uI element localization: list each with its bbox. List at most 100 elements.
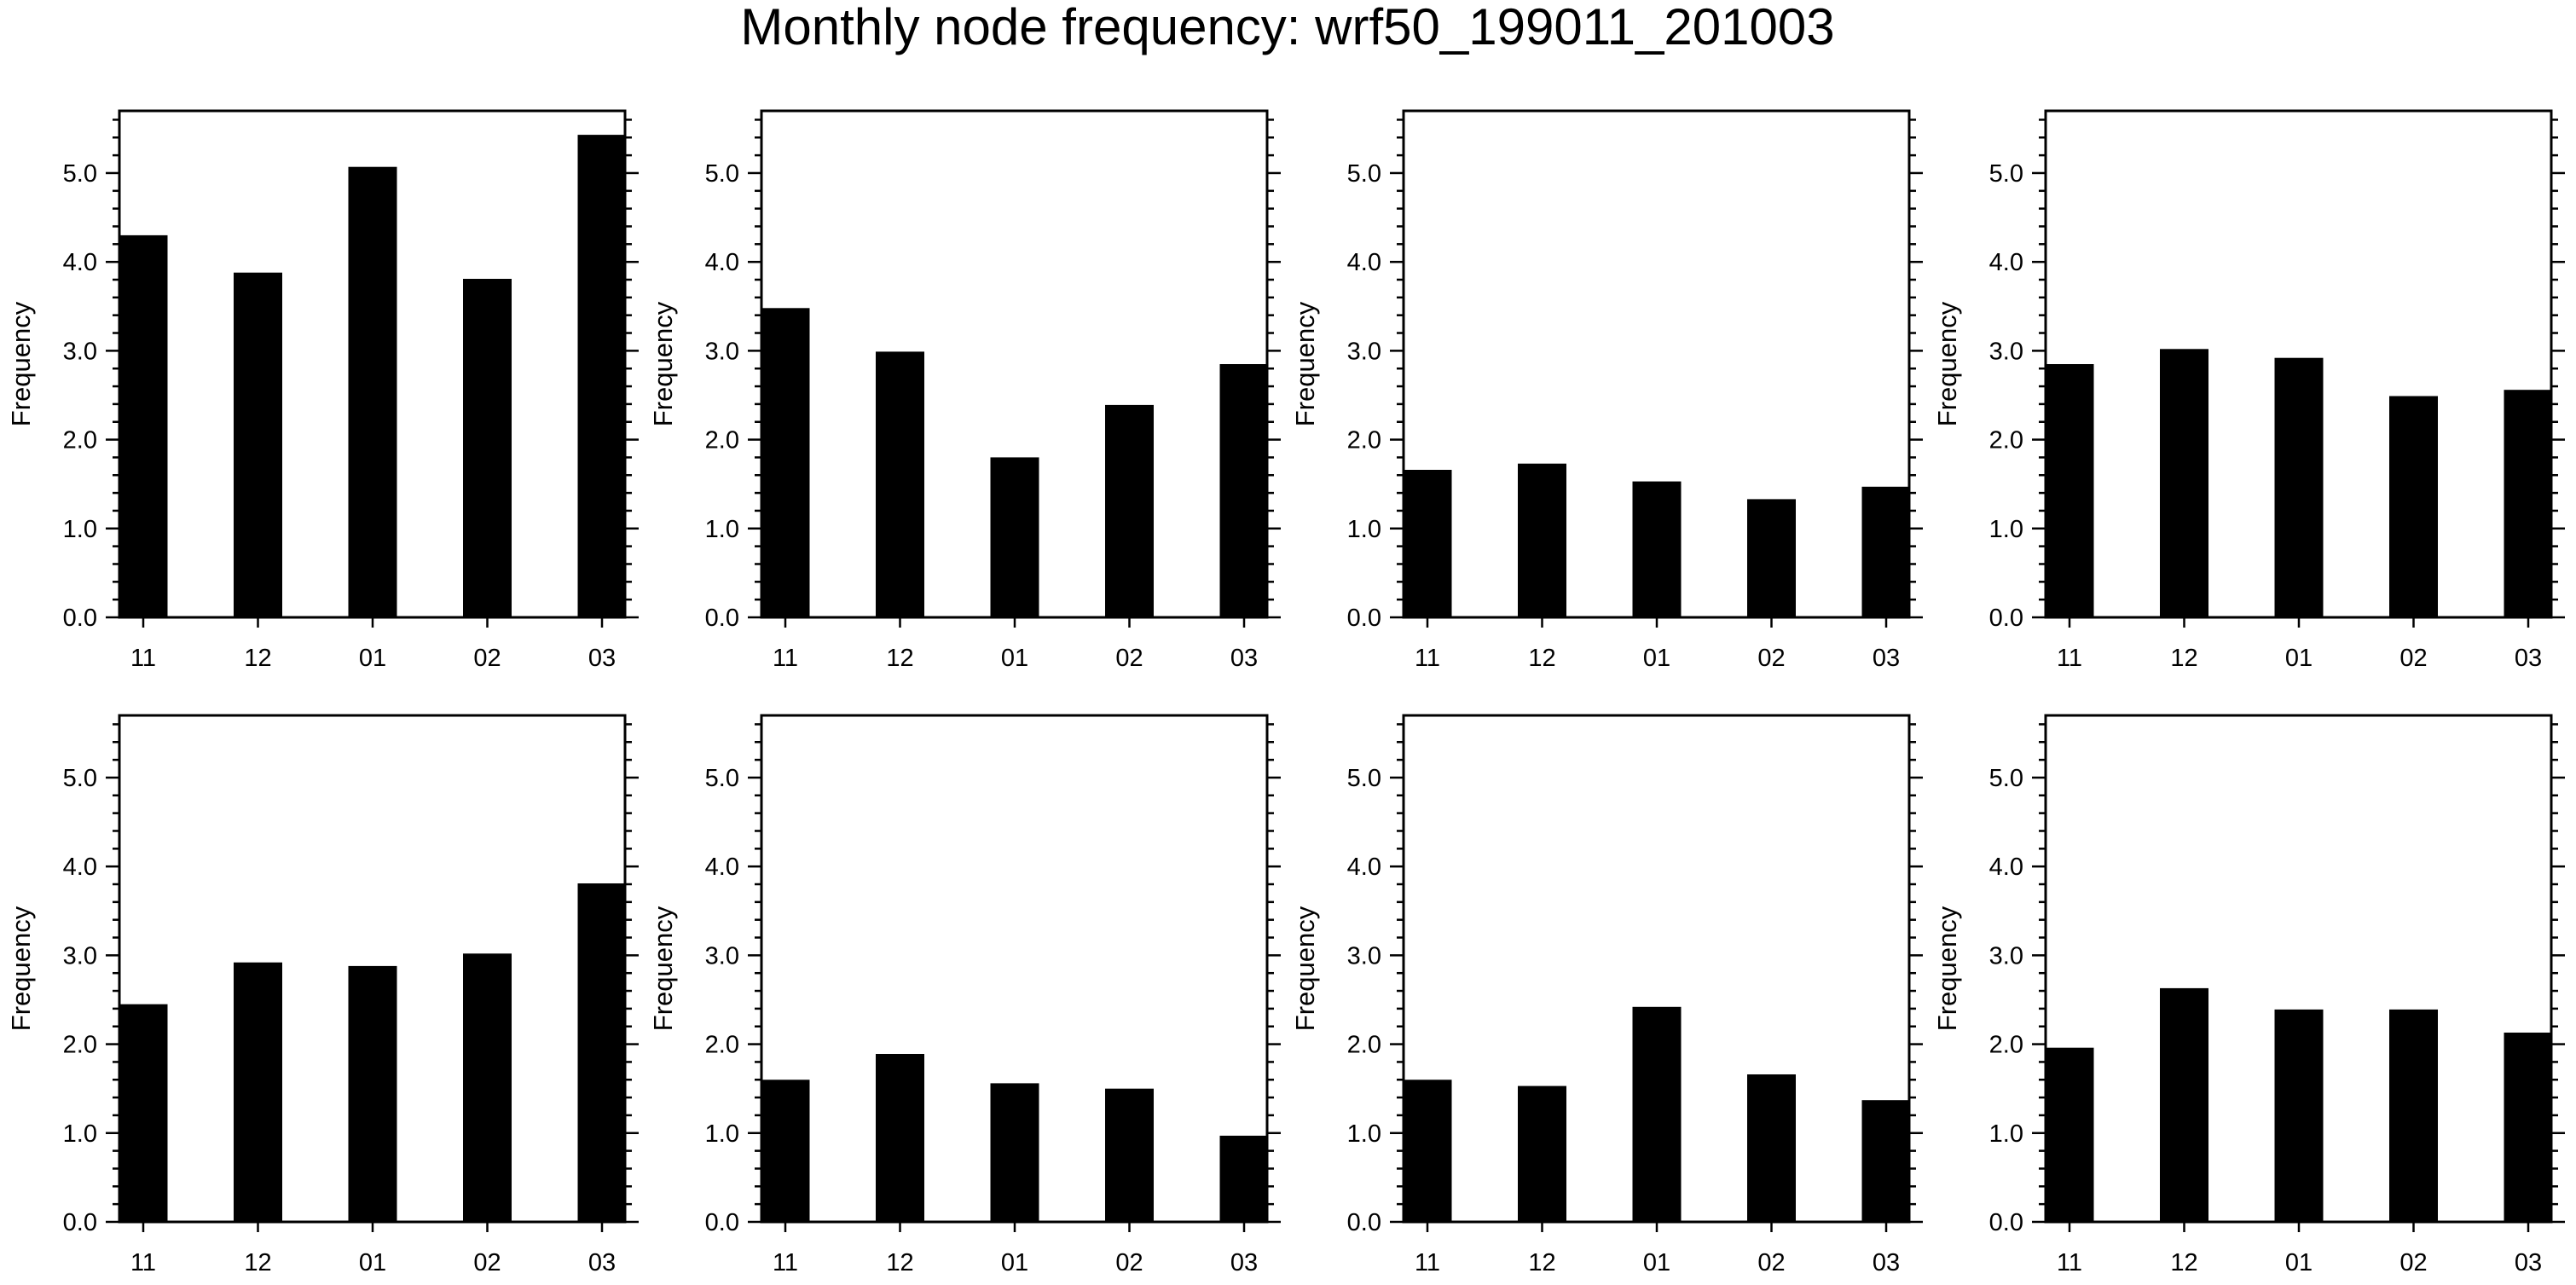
bar-01 [1632,1006,1682,1222]
bar-03 [2504,390,2553,617]
x-tick-label: 01 [2285,1249,2313,1276]
bar-02 [1747,499,1796,617]
y-axis-label: Frequency [1932,906,1962,1031]
y-tick-label: 3.0 [1989,942,2023,970]
y-tick-label: 2.0 [63,427,97,454]
y-axis-label: Frequency [6,301,36,426]
y-axis-label: Frequency [1290,301,1320,426]
bar-11 [119,1004,168,1222]
x-tick-label: 02 [1115,1249,1143,1276]
y-tick-label: 1.0 [1347,1120,1381,1148]
x-tick-label: 11 [2057,1249,2082,1276]
panel-2: 0.0 1.0 2.0 3.0 4.0 5.0 11 12 01 02 03 Frequency [648,109,1281,672]
x-tick-label: 11 [130,645,156,672]
x-tick-label: 03 [2515,1249,2542,1276]
x-tick-label: 12 [244,1249,271,1276]
x-tick-label: 02 [1757,645,1785,672]
y-tick-label: 0.0 [1989,605,2023,632]
y-tick-label: 4.0 [63,249,97,276]
x-tick-label: 03 [588,1249,616,1276]
y-tick-label: 1.0 [1989,1120,2023,1148]
y-tick-label: 4.0 [1347,249,1381,276]
x-tick-label: 11 [773,1249,798,1276]
x-tick-label: 01 [1001,1249,1028,1276]
y-tick-label: 1.0 [63,1120,97,1148]
panel-7: 0.0 1.0 2.0 3.0 4.0 5.0 11 12 01 02 03 Frequency [1290,714,1923,1276]
bar-12 [234,962,282,1222]
panel-5: 0.0 1.0 2.0 3.0 4.0 5.0 11 12 01 02 03 Frequency [6,714,639,1276]
x-tick-label: 02 [2399,1249,2427,1276]
y-tick-label: 0.0 [63,605,97,632]
y-tick-label: 4.0 [705,249,739,276]
bar-11 [1403,1080,1452,1222]
x-tick-label: 02 [473,1249,501,1276]
x-tick-label: 02 [1115,645,1143,672]
bar-12 [1518,1085,1566,1222]
y-tick-label: 4.0 [705,854,739,881]
y-tick-label: 0.0 [705,1209,739,1236]
x-tick-label: 01 [359,645,386,672]
y-tick-label: 4.0 [63,854,97,881]
x-tick-label: 01 [1643,645,1670,672]
y-tick-label: 2.0 [1347,1032,1381,1059]
bar-11 [2045,1047,2094,1222]
panel-grid: 0.0 1.0 2.0 3.0 4.0 5.0 11 12 01 02 03 Frequency 0.0… [6,109,2565,1276]
x-tick-label: 12 [2170,645,2197,672]
y-tick-label: 5.0 [705,160,739,188]
x-tick-label: 12 [244,645,271,672]
x-tick-label: 01 [1001,645,1028,672]
x-tick-label: 03 [2515,645,2542,672]
x-tick-label: 03 [1230,645,1258,672]
x-tick-label: 01 [1643,1249,1670,1276]
y-tick-label: 0.0 [1989,1209,2023,1236]
bar-03 [1219,364,1269,617]
y-tick-label: 2.0 [1347,427,1381,454]
y-tick-label: 1.0 [1347,516,1381,543]
bar-12 [876,351,924,617]
x-tick-label: 12 [2170,1249,2197,1276]
y-tick-label: 1.0 [705,516,739,543]
x-tick-label: 03 [1873,1249,1900,1276]
y-tick-label: 5.0 [705,765,739,792]
bar-01 [2274,1009,2324,1222]
y-tick-label: 4.0 [1347,854,1381,881]
y-tick-label: 0.0 [705,605,739,632]
bar-03 [2504,1033,2553,1222]
y-tick-label: 5.0 [1347,160,1381,188]
y-tick-label: 3.0 [1989,338,2023,365]
x-tick-label: 02 [2399,645,2427,672]
x-tick-label: 11 [130,1249,156,1276]
y-tick-label: 3.0 [705,942,739,970]
y-tick-label: 5.0 [1347,765,1381,792]
bar-02 [463,953,512,1222]
bar-11 [761,1080,810,1222]
x-tick-label: 12 [1528,645,1555,672]
y-axis-label: Frequency [648,301,678,426]
x-tick-label: 02 [473,645,501,672]
bar-12 [1518,463,1566,617]
bar-12 [2160,987,2208,1222]
panel-1: 0.0 1.0 2.0 3.0 4.0 5.0 11 12 01 02 03 Frequency [6,109,639,672]
y-tick-label: 4.0 [1989,249,2023,276]
x-tick-label: 01 [359,1249,386,1276]
bar-11 [761,308,810,617]
bar-02 [1747,1074,1796,1222]
bar-12 [2160,349,2208,617]
y-tick-label: 2.0 [1989,427,2023,454]
bar-02 [2389,396,2438,617]
bar-12 [234,272,282,617]
x-tick-label: 11 [773,645,798,672]
y-axis-label: Frequency [6,906,36,1031]
y-tick-label: 3.0 [63,338,97,365]
bar-03 [577,883,627,1222]
y-axis-label: Frequency [1932,301,1962,426]
y-tick-label: 0.0 [1347,605,1381,632]
bar-03 [577,135,627,618]
y-tick-label: 3.0 [1347,338,1381,365]
y-tick-label: 1.0 [705,1120,739,1148]
y-tick-label: 5.0 [1989,765,2023,792]
x-tick-label: 03 [1873,645,1900,672]
bar-11 [2045,364,2094,617]
